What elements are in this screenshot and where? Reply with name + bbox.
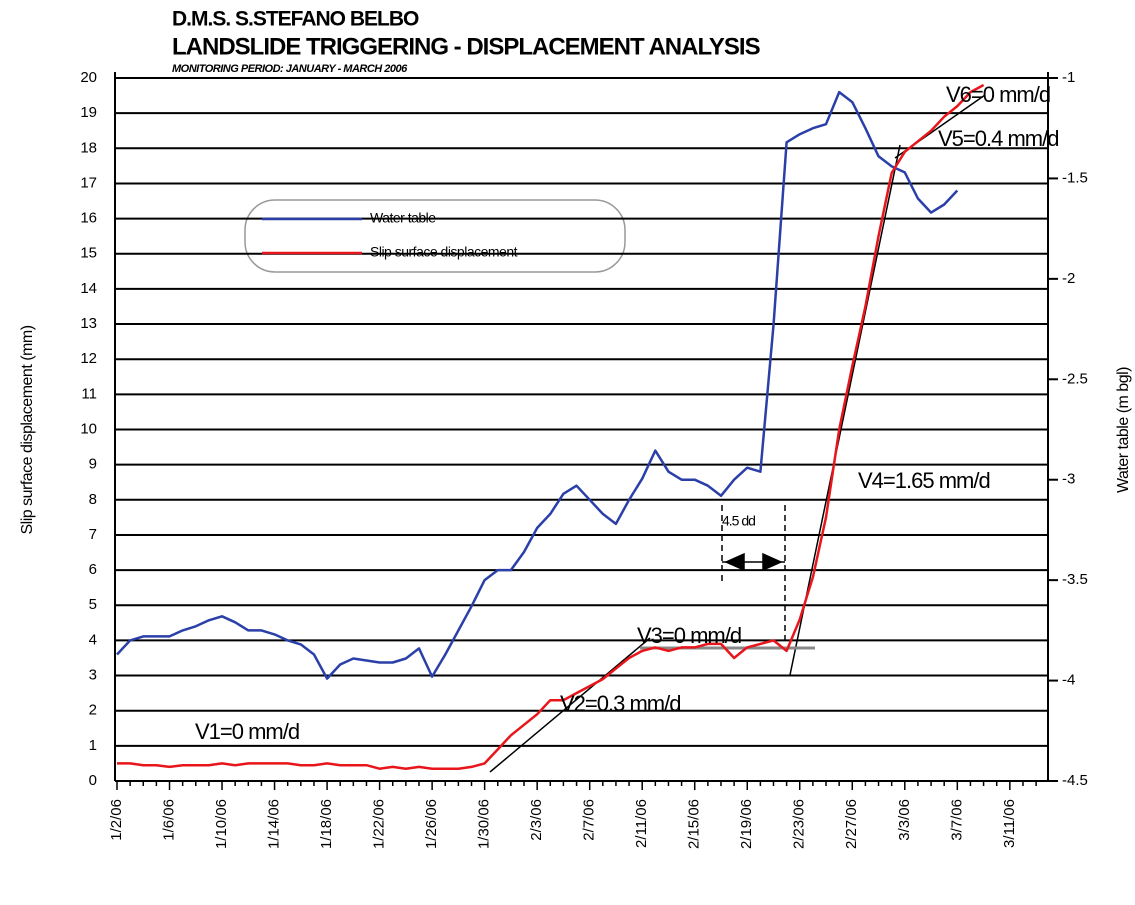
y-tick-label: 1 xyxy=(89,737,97,754)
x-tick-label: 3/7/06 xyxy=(948,799,965,841)
y-tick-label: 9 xyxy=(89,456,97,473)
y2-tick-label: -4.5 xyxy=(1062,772,1088,789)
y-tick-label: 2 xyxy=(89,702,97,719)
y-tick-label: 7 xyxy=(89,526,97,543)
y2-tick-label: -2 xyxy=(1062,270,1075,287)
period: MONITORING PERIOD: JANUARY - MARCH 2006 xyxy=(172,63,408,75)
x-tick-label: 2/3/06 xyxy=(528,799,545,841)
x-tick-label: 1/22/06 xyxy=(371,799,388,849)
y-tick-label: 14 xyxy=(80,280,97,297)
x-tick-label: 1/2/06 xyxy=(108,799,125,841)
series-line xyxy=(116,90,959,680)
x-tick-label: 1/30/06 xyxy=(476,799,493,849)
y2-tick-label: -4 xyxy=(1062,672,1075,689)
y-tick-label: 20 xyxy=(80,69,97,86)
x-tick-label: 2/15/06 xyxy=(686,799,703,849)
y2-tick-label: -1.5 xyxy=(1062,169,1088,186)
y2-tick-label: -1 xyxy=(1062,69,1075,86)
x-tick-label: 1/26/06 xyxy=(423,799,440,849)
y2-tick-label: -3.5 xyxy=(1062,571,1088,588)
x-tick-label: 2/23/06 xyxy=(791,799,808,849)
y-tick-label: 6 xyxy=(89,561,97,578)
annotation: V4=1.65 mm/d xyxy=(858,468,990,493)
legend-label: Slip surface displacement xyxy=(370,244,518,260)
legend-label: Water table xyxy=(370,210,436,226)
y-tick-label: 3 xyxy=(89,667,97,684)
y-tick-label: 16 xyxy=(80,210,97,227)
x-tick-label: 3/3/06 xyxy=(896,799,913,841)
y2-tick-label: -2.5 xyxy=(1062,370,1088,387)
x-tick-label: 2/11/06 xyxy=(633,799,650,848)
annotation: V6=0 mm/d xyxy=(946,82,1050,107)
x-tick-label: 3/11/06 xyxy=(1001,799,1018,848)
x-tick-label: 2/7/06 xyxy=(581,799,598,841)
trend-lines xyxy=(489,94,986,773)
y-tick-label: 10 xyxy=(80,420,97,437)
y2-tick-label: -3 xyxy=(1062,471,1075,488)
annotation: V5=0.4 mm/d xyxy=(938,126,1058,151)
annotation: V2=0.3 mm/d xyxy=(560,691,680,716)
y-tick-label: 18 xyxy=(80,139,97,156)
y-tick-label: 4 xyxy=(89,631,97,648)
y-tick-label: 5 xyxy=(89,596,97,613)
y-tick-label: 12 xyxy=(80,350,97,367)
y-tick-label: 17 xyxy=(80,174,97,191)
annotation: 4.5 dd xyxy=(722,513,755,529)
x-tick-label: 2/27/06 xyxy=(843,799,860,849)
y-tick-label: 11 xyxy=(81,385,97,402)
chart-subtitle: LANDSLIDE TRIGGERING - DISPLACEMENT ANAL… xyxy=(172,33,761,60)
y-tick-label: 15 xyxy=(80,245,97,262)
x-tick-label: 1/18/06 xyxy=(318,799,335,849)
y-tick-label: 0 xyxy=(89,772,97,789)
annotation: V1=0 mm/d xyxy=(195,719,299,744)
chart-title: D.M.S. S.STEFANO BELBO xyxy=(172,8,419,31)
x-tick-label: 1/6/06 xyxy=(160,799,177,841)
series-line xyxy=(117,83,985,770)
y-tick-label: 13 xyxy=(80,315,97,332)
x-tick-label: 1/10/06 xyxy=(213,799,230,849)
x-tick-label: 2/19/06 xyxy=(738,799,755,849)
y-tick-label: 8 xyxy=(89,491,97,508)
y-axis-label: Slip surface displacement (mm) xyxy=(19,325,36,534)
y2-axis-label: Water table (m bgl) xyxy=(1115,367,1132,493)
y-tick-label: 19 xyxy=(80,104,97,121)
x-tick-label: 1/14/06 xyxy=(266,799,283,849)
annotation: V3=0 mm/d xyxy=(637,623,741,648)
